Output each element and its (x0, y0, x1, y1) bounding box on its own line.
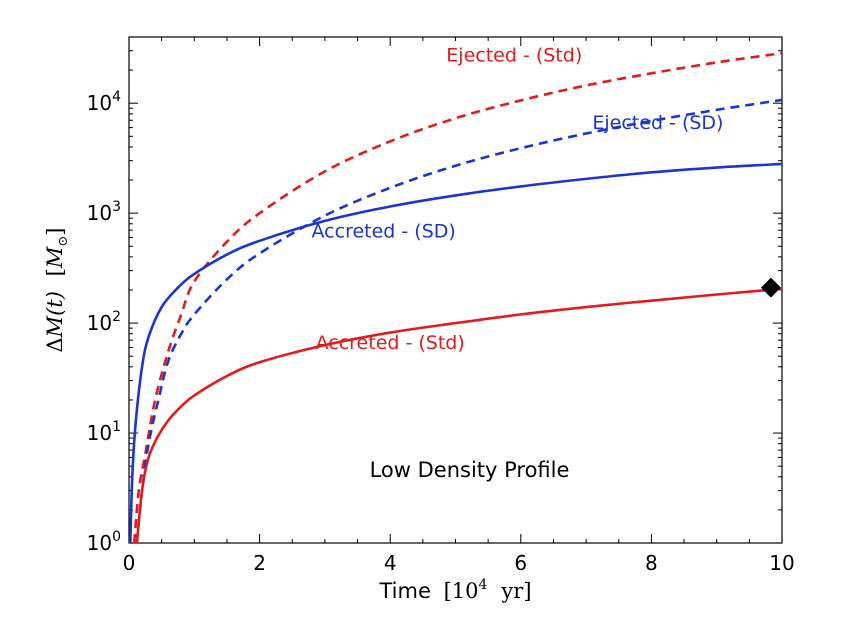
series-label: Accreted - (Std) (316, 332, 465, 354)
y-tick-label: 101 (87, 419, 121, 445)
x-axis-title-word: Time (378, 579, 430, 603)
y-tick-label: 104 (87, 89, 121, 115)
y-axis-variable: M(t) (43, 291, 67, 338)
x-tick-label: 0 (123, 551, 136, 575)
series-line-ejected-sd (135, 98, 783, 544)
x-tick-label: 2 (253, 551, 266, 575)
y-axis-title: ΔM(t) [M⊙] (43, 227, 71, 352)
x-tick-label: 6 (514, 551, 527, 575)
y-tick-label: 100 (87, 529, 121, 555)
y-axis-unit: M (43, 246, 67, 269)
x-tick-label: 8 (645, 551, 658, 575)
series-line-accreted-std (135, 287, 783, 544)
series-labels: Ejected - (Std) Ejected - (SD) Accreted - … (312, 44, 724, 354)
y-axis-unit-sub: ⊙ (56, 236, 71, 247)
marker (760, 277, 781, 298)
series-label: Accreted - (SD) (312, 221, 456, 243)
x-tick-label: 4 (384, 551, 397, 575)
x-axis-unit-tail: yr (500, 579, 524, 603)
series-line-ejected-std (132, 51, 783, 544)
x-axis-unit-base: 10 (452, 579, 479, 603)
annotation-low-density-profile: Low Density Profile (370, 458, 570, 482)
series-lines (129, 51, 783, 544)
axis-tick-labels: 0 2 4 6 8 10 100 101 102 103 104 (87, 89, 795, 575)
series-label: Ejected - (Std) (446, 44, 582, 66)
x-tick-label: 10 (769, 551, 794, 575)
series-line-accreted-sd (129, 162, 783, 544)
y-tick-label: 103 (87, 199, 121, 225)
x-axis-title: Time [104 yr] (378, 577, 531, 603)
series-label: Ejected - (SD) (592, 112, 723, 134)
x-axis-unit-exp: 4 (479, 577, 488, 593)
axis-ticks (128, 36, 783, 544)
y-tick-label: 102 (87, 309, 121, 335)
diamond-marker (760, 277, 781, 298)
